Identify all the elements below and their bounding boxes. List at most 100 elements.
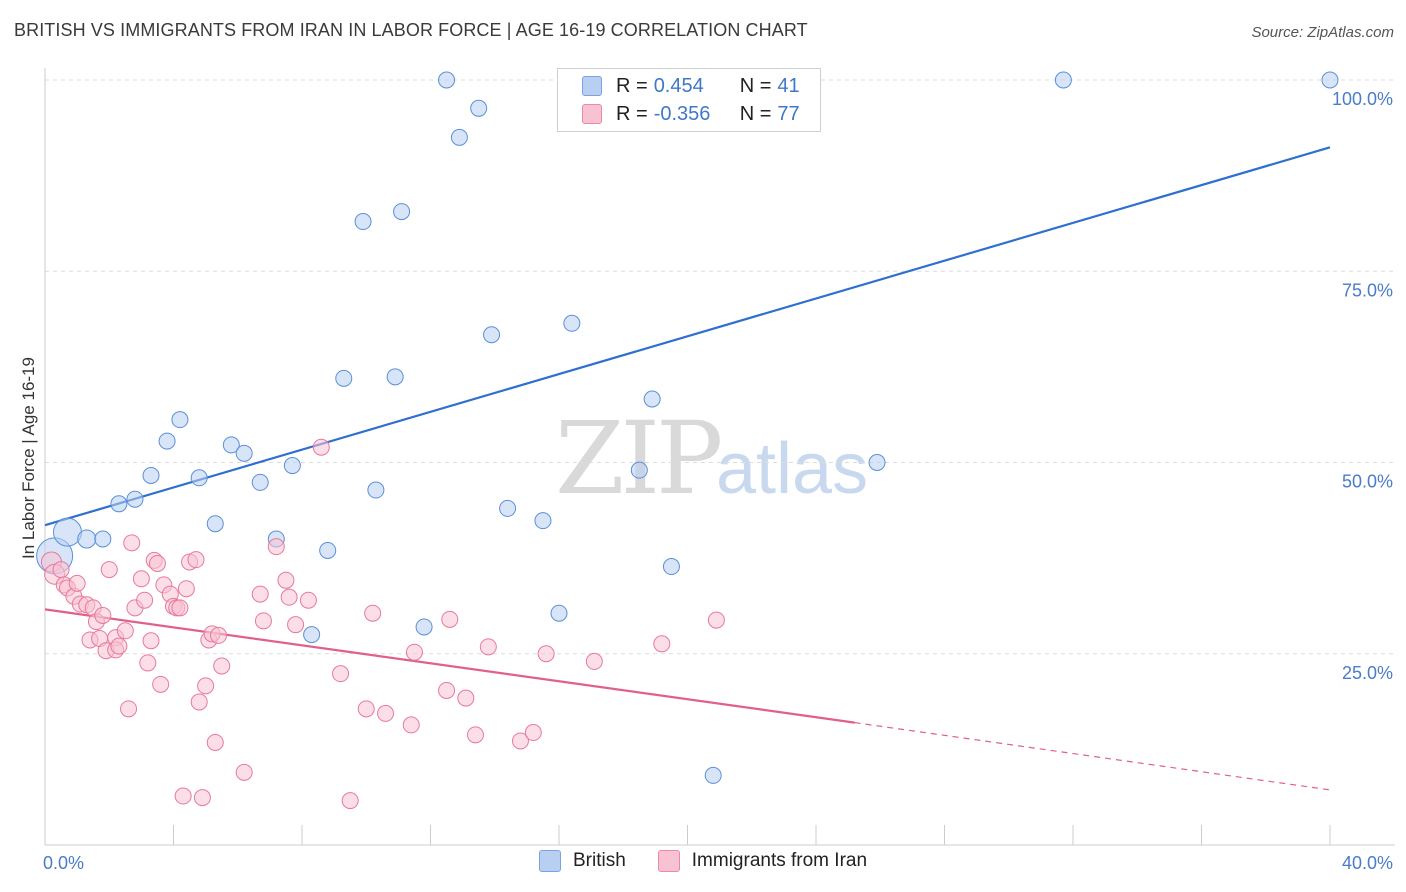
point-iran [653,635,671,653]
point-british [110,495,128,513]
y-tick-label: 50.0% [1342,472,1393,492]
legend-n-label: N = [739,102,772,125]
point-british [563,314,581,332]
y-axis-label: In Labor Force | Age 16-19 [19,357,38,559]
point-iran [52,561,70,579]
point-iran [466,726,484,744]
point-british [470,99,488,117]
point-iran [511,732,529,750]
point-iran [187,551,205,569]
legend-n-value: 41 [777,74,800,97]
trend-line-iran-extension [854,722,1331,791]
point-iran [441,610,459,628]
chart-title: BRITISH VS IMMIGRANTS FROM IRAN IN LABOR… [14,20,808,40]
point-iran [209,626,227,644]
watermark-zip: ZIP [555,400,723,517]
legend-row-iran: R = -0.356 N = 77 [558,100,800,128]
point-british [319,541,337,559]
legend-swatch-iran [657,850,680,872]
point-iran [457,689,475,707]
point-iran [251,585,269,603]
point-british [335,369,353,387]
point-iran [332,665,350,683]
point-british [52,517,82,547]
point-british [704,766,722,784]
y-tick-label: 75.0% [1342,280,1393,300]
point-iran [402,716,420,734]
point-british [206,515,224,533]
legend-r-value: -0.356 [653,102,711,125]
point-british [499,499,517,517]
y-tick-label: 100.0% [1332,89,1393,109]
legend-n-label: N = [739,74,772,97]
point-iran [94,607,112,624]
legend-swatch-british [582,76,602,96]
trend-lines [44,146,1331,791]
point-british [662,558,680,576]
point-british [94,530,112,548]
point-british [1054,71,1072,89]
legend-row-british: R = 0.454 N = 41 [558,72,800,100]
point-iran [152,675,170,693]
grid-lines [45,79,1395,655]
legend-item-british[interactable]: British [538,850,626,872]
x-tick-label: 0.0% [43,853,84,873]
point-british [643,390,661,408]
point-iran [206,733,224,751]
legend-swatch-iran [582,104,602,124]
point-iran [136,591,154,609]
point-iran [280,588,298,606]
legend-label-british: British [572,850,626,871]
point-british [393,203,411,221]
point-british [367,481,385,499]
point-british [1321,71,1339,89]
point-british [158,432,176,450]
point-iran [123,534,141,552]
point-iran [357,700,375,718]
stats-legend: R = 0.454 N = 41 R = -0.356 N = 77 [557,68,821,132]
point-iran [438,681,456,699]
legend-swatch-british [538,850,561,872]
point-british [126,490,144,508]
legend-r-label: R = [616,102,648,125]
point-british [283,457,301,475]
point-british [77,529,97,549]
point-british [868,454,886,471]
point-iran [267,538,285,556]
point-iran [524,724,542,742]
point-iran [177,580,195,598]
watermark-atlas: atlas [716,429,869,509]
point-iran [341,792,359,810]
point-british [415,618,433,636]
point-iran [116,622,134,640]
point-iran [110,637,128,655]
legend-item-iran[interactable]: Immigrants from Iran [657,850,868,872]
point-iran [479,638,497,656]
point-british [386,368,404,386]
trend-line-iran [44,608,855,724]
point-british [235,444,253,462]
point-british [438,71,456,89]
legend-label-iran: Immigrants from Iran [691,850,868,871]
point-iran [120,700,138,718]
legend-r-value: 0.454 [653,74,704,97]
point-iran [377,704,395,722]
point-iran [132,570,150,588]
point-british [190,469,208,487]
point-iran [190,693,208,711]
point-iran [68,574,86,592]
point-iran [197,677,215,695]
point-iran [299,591,317,609]
point-iran [277,571,295,589]
point-iran [235,763,253,781]
y-tick-label: 25.0% [1342,663,1393,683]
point-iran [405,643,423,661]
point-iran [213,657,231,675]
point-iran [174,787,192,805]
point-british [222,436,240,454]
point-british [630,461,648,479]
series-legend: British Immigrants from Iran [0,850,1406,872]
point-iran [193,789,211,807]
point-iran [364,604,382,622]
